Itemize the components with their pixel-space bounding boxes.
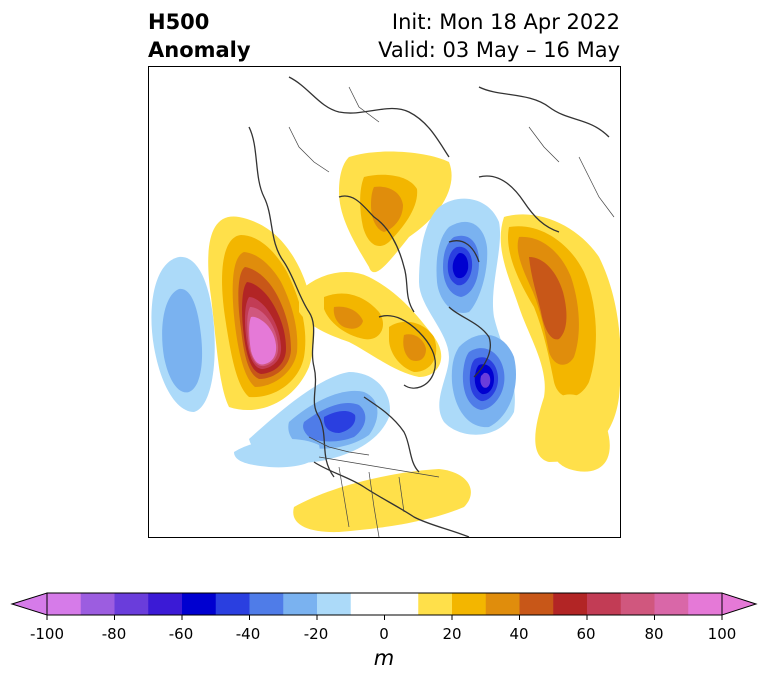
title-line-1: H500	[148, 10, 210, 34]
colorbar-segment	[350, 593, 385, 615]
colorbar-segment	[47, 593, 82, 615]
colorbar-tick: 80	[644, 625, 664, 643]
init-date: Init: Mon 18 Apr 2022	[391, 10, 620, 34]
colorbar-segment	[553, 593, 588, 615]
colorbar-tick: 0	[379, 625, 389, 643]
colorbar-segment	[114, 593, 149, 615]
colorbar-segment	[452, 593, 487, 615]
colorbar-segment	[215, 593, 250, 615]
anomaly-map	[148, 66, 621, 538]
colorbar-segment	[249, 593, 284, 615]
colorbar-tick: 100	[707, 625, 737, 643]
colorbar	[10, 592, 758, 620]
colorbar-tick: -60	[168, 625, 194, 643]
colorbar-segment	[587, 593, 622, 615]
time-info: Init: Mon 18 Apr 2022 Valid: 03 May – 16…	[378, 8, 620, 64]
colorbar-segment	[80, 593, 115, 615]
colorbar-extend-high	[721, 592, 758, 616]
ridge-arctic	[339, 151, 452, 273]
colorbar-tick: -20	[303, 625, 329, 643]
colorbar-tick: -40	[235, 625, 261, 643]
colorbar-extend-low	[10, 592, 48, 616]
title-line-2: Anomaly	[148, 38, 251, 62]
colorbar-segment	[620, 593, 655, 615]
colorbar-segments	[10, 592, 758, 620]
colorbar-tick: -80	[101, 625, 127, 643]
colorbar-segment	[418, 593, 453, 615]
colorbar-segment	[688, 593, 723, 615]
borders	[288, 86, 615, 537]
map-canvas	[151, 76, 620, 537]
colorbar-segment	[485, 593, 520, 615]
colorbar-segment	[654, 593, 689, 615]
ridge-atlantic	[546, 394, 610, 472]
ridge-south-us	[293, 469, 471, 533]
ridge-asia	[500, 214, 620, 462]
ridge-pacific	[208, 216, 315, 411]
chart-title: H500 Anomaly	[148, 8, 251, 64]
colorbar-tick: 40	[509, 625, 529, 643]
colorbar-unit: m	[373, 646, 395, 670]
colorbar-segment	[519, 593, 554, 615]
colorbar-segment	[384, 593, 419, 615]
colorbar-segment	[317, 593, 352, 615]
colorbar-segment	[182, 593, 217, 615]
trough-scandinavia	[419, 198, 517, 435]
colorbar-segment	[283, 593, 318, 615]
colorbar-tick: 60	[576, 625, 596, 643]
trough-southwest	[234, 438, 320, 468]
valid-range: Valid: 03 May – 16 May	[378, 38, 620, 62]
trough-west-pacific	[151, 256, 215, 412]
ridge-central	[299, 272, 442, 377]
colorbar-tick: 20	[442, 625, 462, 643]
colorbar-tick: -100	[29, 625, 65, 643]
colorbar-segment	[148, 593, 183, 615]
coastlines	[248, 76, 610, 537]
